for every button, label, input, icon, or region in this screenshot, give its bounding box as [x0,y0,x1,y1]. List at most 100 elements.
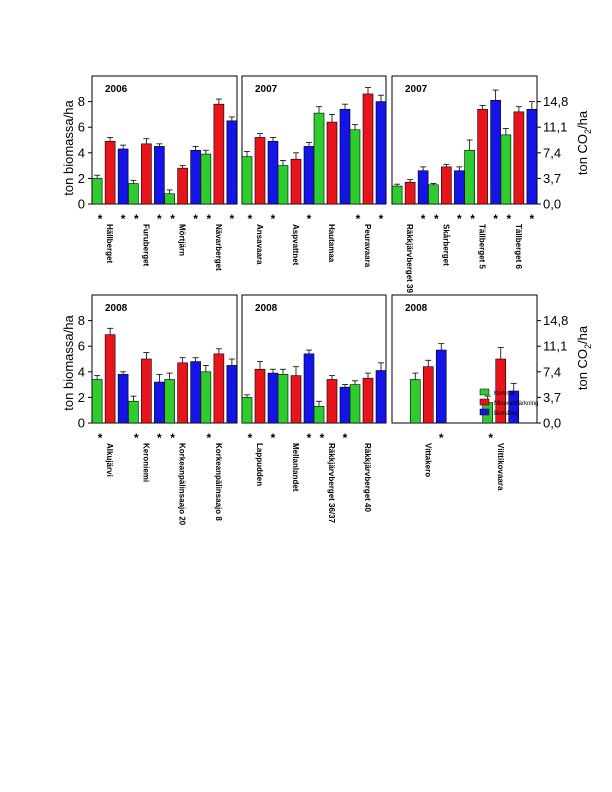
y-tick-label: 0 [78,416,85,431]
bar [435,349,447,424]
significance-star: * [193,212,198,226]
panel-year-label: 2008 [405,303,428,314]
bar [313,112,325,205]
co2-tick-label: 11,1 [543,339,567,354]
co2-tick-label: 7,4 [543,145,561,160]
bar [422,366,434,424]
significance-star: * [320,431,325,445]
category-label: Furuberget [141,224,150,267]
right-axis-label-sub: 2 [583,129,593,134]
category-label: Hautamaa [327,224,336,263]
bar [513,111,525,205]
category-label: Hällberget [105,224,114,263]
bar [226,120,238,205]
co2-tick-label: 14,8 [543,313,568,328]
right-axis-label-sub: 2 [583,344,593,349]
significance-star: * [434,212,439,226]
bar [226,365,238,424]
right-axis-label-main: ton CO [575,349,590,390]
y-tick-label: 6 [78,339,85,354]
legend-swatch-mineral [479,398,490,406]
significance-star: * [457,212,462,226]
bar [164,193,175,205]
category-label: Peuravaara [363,224,372,268]
significance-star: * [379,212,384,226]
category-label: Ansavaara [255,224,264,265]
bar [477,108,488,205]
co2-tick-label: 7,4 [543,364,561,379]
category-label: Tällberget 6 [514,224,523,269]
panel-frame [391,294,538,424]
significance-star: * [134,212,139,226]
bar [213,353,225,424]
panel-year-label: 2008 [105,303,128,314]
bar [91,178,103,205]
category-label: Vittakero [423,443,432,477]
significance-star: * [207,212,212,226]
bar [417,170,429,205]
bar [464,149,475,205]
bar [254,137,266,205]
y-tick-label: 6 [78,120,85,135]
legend-label-mineral: Mineralmärkning [494,401,538,407]
significance-star: * [170,212,175,226]
bar [526,108,538,205]
category-label: Räkkjärvberget 36/37 [327,443,336,524]
significance-star: * [488,431,493,445]
category-label: Mörtjärn [178,224,187,256]
category-label: Mellanlandet [291,443,300,492]
legend-swatch-kontroll [479,388,490,396]
significance-star: * [248,431,253,445]
bar [454,170,465,205]
bar [326,379,338,424]
co2-tick-label: 3,7 [543,390,561,405]
significance-star: * [493,212,498,226]
significance-star: * [530,212,535,226]
right-axis-label-top: ton CO2/ha [575,110,593,175]
category-label: Aspvattnet [291,224,300,266]
significance-star: * [356,212,361,226]
bar [404,181,416,205]
bar [290,158,302,205]
panel-year-label: 2008 [255,303,278,314]
significance-star: * [157,431,162,445]
significance-star: * [170,431,175,445]
significance-star: * [343,431,348,445]
significance-star: * [421,212,426,226]
co2-tick-label: 0,0 [543,197,561,212]
category-label: Räkkjärvberget 39 [405,224,414,293]
bar [391,185,403,205]
bar [303,146,315,205]
bar [339,386,351,424]
panel-year-label: 2007 [255,84,278,95]
bar [91,379,103,424]
bar [409,379,421,424]
category-label: Korkeanpälinsaajo 8 [214,443,223,521]
bar [267,372,279,424]
panel-2: 2007* *Ansavaara*Aspvattnet Hautamaa* *Peur… [241,75,387,268]
significance-star: * [207,431,212,445]
bar [290,375,302,424]
significance-star: * [121,212,126,226]
right-axis-label-main: ton CO [575,134,590,175]
significance-star: * [439,431,444,445]
bar [277,165,289,205]
significance-star: * [307,431,312,445]
bar [104,140,116,205]
bar [213,103,225,205]
panel-year-label: 2007 [405,84,428,95]
bar [349,384,361,424]
significance-star: * [470,212,475,226]
bar [200,153,212,205]
significance-star: * [248,212,253,226]
left-axis-label-bottom: ton biomassa/ha [61,315,76,411]
bar [349,129,361,205]
bar [190,361,201,424]
bar [177,167,188,205]
category-label: Skårberget [441,224,450,266]
legend-swatch-bio [479,408,490,416]
category-label: Nävarberget [214,224,223,271]
